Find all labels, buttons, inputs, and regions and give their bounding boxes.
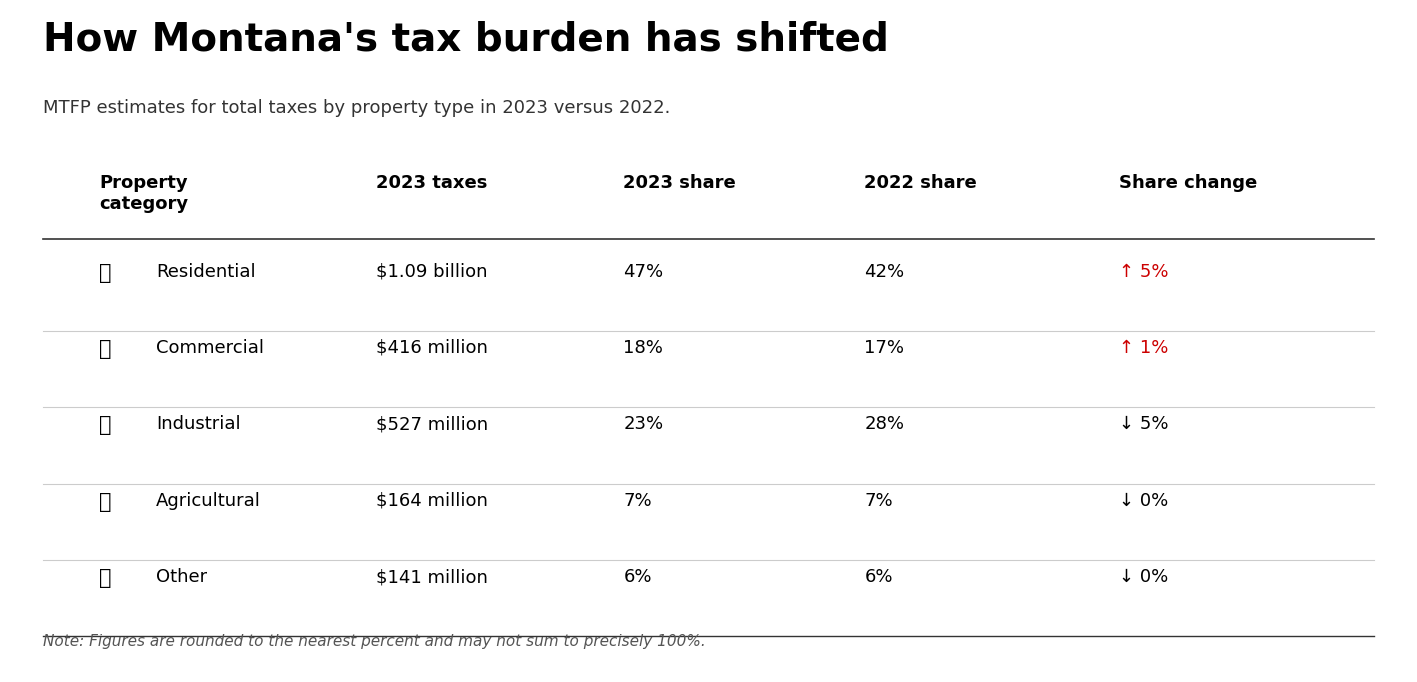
Text: MTFP estimates for total taxes by property type in 2023 versus 2022.: MTFP estimates for total taxes by proper… bbox=[43, 99, 670, 117]
Text: 🏢: 🏢 bbox=[99, 339, 112, 359]
Text: ↑ 5%: ↑ 5% bbox=[1119, 263, 1169, 280]
Text: 17%: 17% bbox=[864, 339, 904, 357]
Text: 🚧: 🚧 bbox=[99, 568, 112, 588]
Text: ↓ 0%: ↓ 0% bbox=[1119, 492, 1169, 509]
Text: Property
category: Property category bbox=[99, 174, 188, 213]
Text: 28%: 28% bbox=[864, 415, 904, 433]
Text: $527 million: $527 million bbox=[376, 415, 487, 433]
Text: $164 million: $164 million bbox=[376, 492, 487, 509]
Text: ↑ 1%: ↑ 1% bbox=[1119, 339, 1169, 357]
Text: ↓ 0%: ↓ 0% bbox=[1119, 568, 1169, 586]
Text: Share change: Share change bbox=[1119, 174, 1258, 192]
Text: Other: Other bbox=[156, 568, 207, 586]
Text: Agricultural: Agricultural bbox=[156, 492, 261, 509]
Text: How Montana's tax burden has shifted: How Montana's tax burden has shifted bbox=[43, 20, 888, 59]
Text: 23%: 23% bbox=[623, 415, 663, 433]
Text: Residential: Residential bbox=[156, 263, 255, 280]
Text: $416 million: $416 million bbox=[376, 339, 487, 357]
Text: 2023 share: 2023 share bbox=[623, 174, 737, 192]
Text: 7%: 7% bbox=[623, 492, 652, 509]
Text: 18%: 18% bbox=[623, 339, 663, 357]
Text: 🚜: 🚜 bbox=[99, 492, 112, 512]
Text: 6%: 6% bbox=[864, 568, 893, 586]
Text: Note: Figures are rounded to the nearest percent and may not sum to precisely 10: Note: Figures are rounded to the nearest… bbox=[43, 634, 706, 649]
Text: 7%: 7% bbox=[864, 492, 893, 509]
Text: 2023 taxes: 2023 taxes bbox=[376, 174, 487, 192]
Text: 2022 share: 2022 share bbox=[864, 174, 978, 192]
Text: Commercial: Commercial bbox=[156, 339, 264, 357]
Text: Industrial: Industrial bbox=[156, 415, 241, 433]
Text: 47%: 47% bbox=[623, 263, 663, 280]
Text: $141 million: $141 million bbox=[376, 568, 487, 586]
Text: ↓ 5%: ↓ 5% bbox=[1119, 415, 1169, 433]
Text: 42%: 42% bbox=[864, 263, 904, 280]
Text: 6%: 6% bbox=[623, 568, 652, 586]
Text: 🏠: 🏠 bbox=[99, 263, 112, 282]
Text: 🏭: 🏭 bbox=[99, 415, 112, 435]
Text: $1.09 billion: $1.09 billion bbox=[376, 263, 487, 280]
